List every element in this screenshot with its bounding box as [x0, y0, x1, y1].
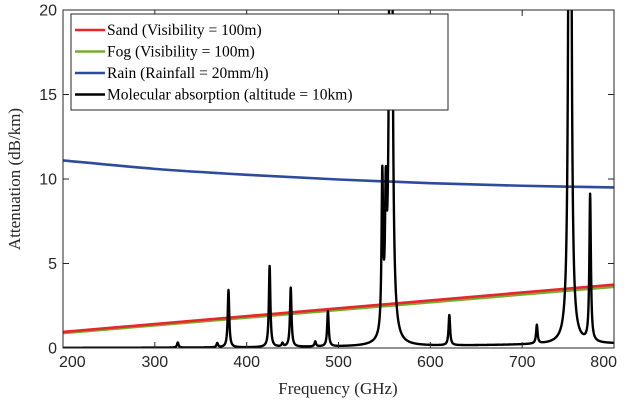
series-line-fog [63, 285, 614, 335]
y-tick-label: 15 [39, 87, 57, 104]
y-axis-title: Attenuation (dB/km) [5, 108, 24, 250]
x-tick-label: 600 [417, 354, 444, 371]
legend-label-sand: Sand (Visibility = 100m) [107, 22, 262, 39]
series-line-rain [63, 159, 614, 189]
legend-box [70, 13, 449, 111]
x-tick-label: 800 [590, 354, 617, 371]
x-tick-label: 300 [141, 354, 168, 371]
y-tick-label: 20 [39, 3, 57, 20]
y-tick-label: 5 [48, 256, 57, 273]
x-axis-title: Frequency (GHz) [278, 379, 397, 398]
legend-label-molecular: Molecular absorption (altitude = 10km) [107, 87, 353, 104]
x-tick-label: 700 [509, 354, 536, 371]
x-tick-label: 500 [325, 354, 352, 371]
x-tick-label: 200 [59, 354, 86, 371]
legend-label-fog: Fog (Visibility = 100m) [107, 44, 255, 61]
legend: Sand (Visibility = 100m) Fog (Visibility … [70, 13, 449, 111]
x-tick-label: 400 [233, 354, 260, 371]
y-tick-label: 0 [48, 341, 57, 358]
axes: 200 300 400 500 600 700 800 0 5 10 15 20 [39, 3, 617, 372]
series-line-sand [63, 283, 614, 334]
legend-label-rain: Rain (Rainfall = 20mm/h) [107, 65, 269, 82]
y-tick-label: 10 [39, 172, 57, 189]
